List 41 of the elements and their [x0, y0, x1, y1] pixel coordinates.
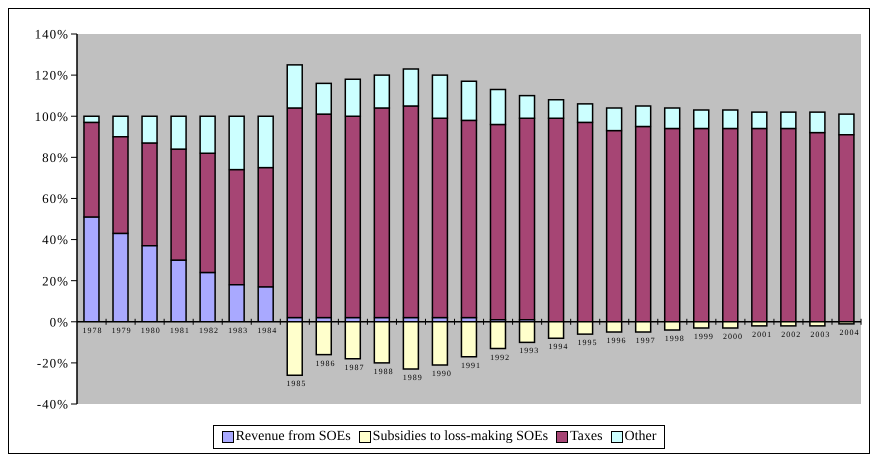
x-tick-label: 1995	[577, 338, 598, 348]
x-tick-label: 1989	[402, 373, 423, 382]
x-tick-label: 1992	[490, 352, 510, 362]
legend-label: Taxes	[570, 429, 603, 445]
y-tick-label: 0%	[50, 314, 69, 330]
x-tick-label: 1983	[228, 326, 248, 335]
x-tick-label: 1981	[170, 326, 190, 335]
x-tick-label: 2000	[723, 332, 743, 341]
x-tick-label: 2003	[810, 330, 830, 339]
y-tick-label: 20%	[42, 273, 69, 288]
x-tick-label: 2004	[839, 328, 860, 337]
y-tick-label: 100%	[34, 108, 69, 124]
x-tick-label: 1986	[315, 358, 336, 368]
x-tick-label: 1994	[548, 342, 568, 352]
x-tick-label: 1998	[664, 334, 685, 343]
legend-label: Revenue from SOEs	[236, 429, 351, 445]
legend-label: Other	[624, 429, 656, 445]
x-tick-label: 1996	[606, 336, 627, 346]
x-tick-label: 1987	[344, 362, 365, 372]
x-tick-label: 1997	[636, 336, 656, 346]
y-tick-label: -20%	[36, 356, 69, 371]
y-tick-label: -40%	[36, 396, 69, 412]
x-tick-label: 1990	[432, 368, 452, 378]
x-tick-label: 1978	[82, 326, 103, 335]
x-tick-label: 1988	[374, 366, 394, 376]
y-tick-label: 140%	[34, 26, 69, 42]
x-tick-label: 1985	[286, 379, 306, 388]
x-tick-label: 2001	[752, 330, 772, 339]
y-tick-label: 120%	[34, 68, 69, 83]
x-tick-label: 1979	[112, 326, 132, 335]
x-tick-label: 1991	[461, 360, 481, 370]
x-tick-label: 1982	[199, 326, 219, 335]
x-tick-label: 1993	[519, 346, 540, 356]
x-tick-label: 1984	[257, 326, 278, 335]
x-tick-label: 2002	[781, 330, 802, 339]
x-tick-label: 1980	[140, 326, 161, 335]
y-tick-label: 40%	[42, 232, 69, 248]
y-tick-label: 80%	[42, 150, 69, 165]
legend-label: Subsidies to loss-making SOEs	[372, 429, 548, 445]
y-tick-label: 60%	[42, 191, 69, 206]
x-tick-label: 1999	[694, 332, 714, 341]
